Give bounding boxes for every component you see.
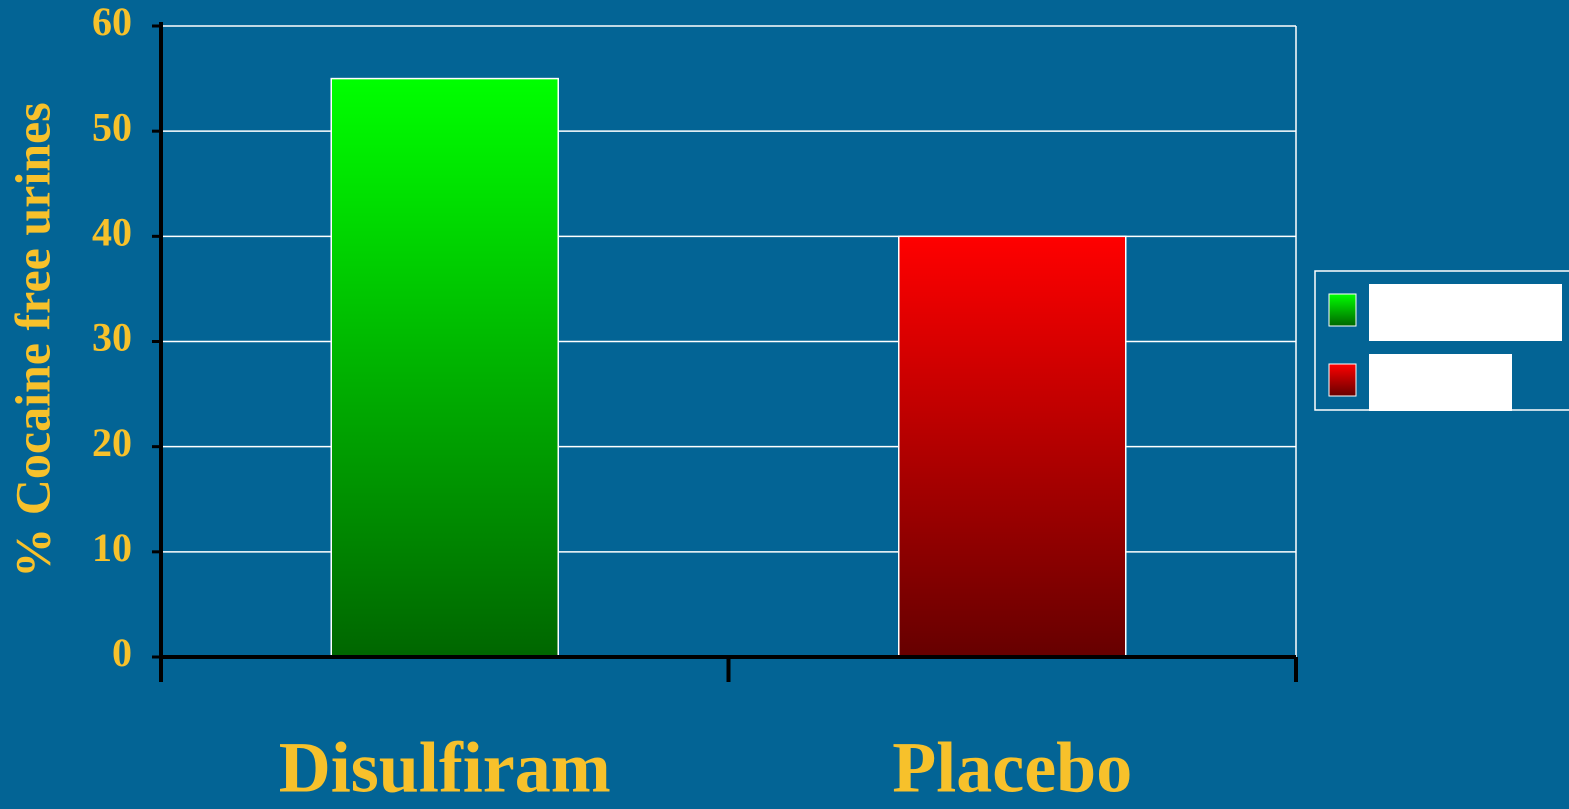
bar <box>898 235 1127 658</box>
y-tick-label: 40 <box>92 210 132 255</box>
y-tick-label: 20 <box>92 420 132 465</box>
legend-swatch <box>1328 293 1357 327</box>
y-axis-title: % Cocaine free urines <box>4 102 60 577</box>
bar <box>330 77 559 658</box>
legend-swatch <box>1328 363 1357 397</box>
legend-label-box <box>1369 354 1512 411</box>
y-tick-label: 10 <box>92 525 132 570</box>
y-tick-label: 50 <box>92 104 132 149</box>
y-tick-label: 60 <box>92 0 132 44</box>
y-tick-label: 30 <box>92 315 132 360</box>
y-tick-label: 0 <box>112 630 132 675</box>
x-tick-label: Placebo <box>892 728 1132 808</box>
legend-label-box <box>1369 284 1562 341</box>
x-tick-label: Disulfiram <box>279 728 611 808</box>
